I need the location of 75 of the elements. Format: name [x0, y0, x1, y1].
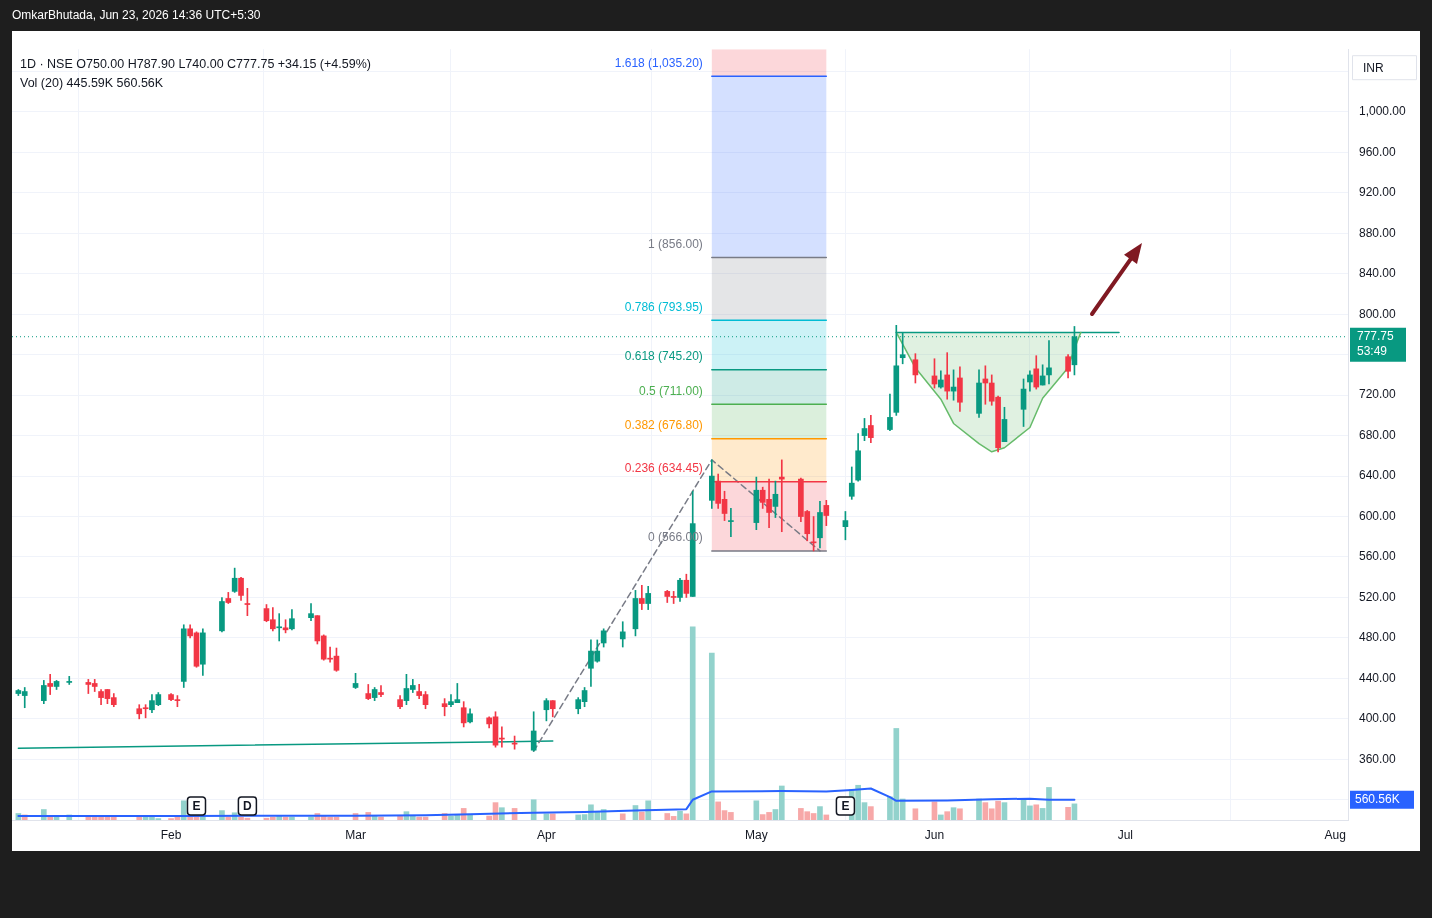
- bar: [944, 811, 951, 820]
- y-tick-label: 880.00: [1359, 225, 1397, 240]
- bar: [467, 814, 473, 820]
- bar: [817, 806, 823, 820]
- bar: [753, 800, 760, 820]
- candlestick: [47, 674, 53, 695]
- x-tick-label: Jul: [1117, 827, 1134, 842]
- bar: [938, 814, 944, 820]
- bar: [397, 815, 403, 820]
- bar: [868, 806, 874, 820]
- candlestick: [728, 508, 734, 538]
- bar: [289, 816, 295, 820]
- y-tick-label: 360.00: [1359, 751, 1397, 766]
- annotation: D: [243, 799, 253, 814]
- y-tick-label: 480.00: [1359, 630, 1397, 645]
- y2-tick-label: 560.56K: [1355, 792, 1400, 807]
- series-label: 0.786 (793.95): [624, 299, 703, 314]
- text: 1D · NSE O750.00 H787.90 L740.00 C777.75 +34.15 (+4.59%): [20, 56, 371, 71]
- bar: [378, 816, 384, 820]
- series-label: 0.236 (634.45): [624, 461, 703, 475]
- x-tick-label: Mar: [345, 827, 366, 842]
- series-label: 1.618 (1,035.20): [614, 55, 703, 70]
- bar: [689, 626, 696, 820]
- y-tick-label: 560.00: [1359, 549, 1397, 564]
- bar: [1065, 807, 1071, 820]
- bar: [677, 810, 683, 820]
- ref-line-label: 777.75 53:49: [1357, 329, 1395, 359]
- series-label: 1 (856.00): [648, 236, 703, 251]
- y-tick-label: 440.00: [1359, 670, 1397, 685]
- y-tick-label: 520.00: [1359, 589, 1397, 604]
- candlestick: [639, 584, 645, 610]
- series-label: 0.382 (676.80): [624, 418, 703, 433]
- candlestick: [378, 685, 384, 697]
- x-tick-label: May: [745, 827, 768, 842]
- y-tick-label: 800.00: [1359, 306, 1397, 321]
- x-tick-label: Jun: [924, 827, 945, 842]
- bar: [136, 816, 143, 820]
- candlestick: [1046, 340, 1052, 385]
- x-tick-label: Feb: [160, 827, 182, 842]
- annotation: E: [192, 799, 201, 814]
- annotation: E: [841, 799, 850, 814]
- bar: [957, 808, 963, 820]
- text: Vol (20) 445.59K 560.56K: [20, 75, 164, 90]
- y-tick-label: 680.00: [1359, 427, 1397, 442]
- y-tick-label: 1,000.00: [1359, 104, 1407, 119]
- bar: [639, 811, 645, 820]
- bar: [912, 808, 919, 820]
- bar: [1001, 802, 1008, 820]
- x-tick-label: Aug: [1324, 827, 1346, 842]
- bar: [950, 807, 957, 820]
- series-label: 0.5 (711.00): [638, 383, 703, 398]
- bar: [645, 800, 652, 820]
- candlestick: [66, 676, 73, 685]
- bar: [549, 813, 556, 820]
- y-tick-label: 960.00: [1359, 144, 1397, 159]
- y-tick-label: 400.00: [1359, 711, 1397, 726]
- y-tick-label: 720.00: [1359, 387, 1397, 402]
- y-tick-label: 840.00: [1359, 266, 1397, 281]
- candlestick: [276, 613, 283, 642]
- series-label: 0.618 (745.20): [624, 348, 703, 363]
- bar: [530, 799, 537, 820]
- bar: [1033, 804, 1040, 820]
- bar: [708, 652, 715, 820]
- y-axis-title: INR: [1363, 60, 1384, 75]
- bar: [823, 814, 830, 820]
- bar: [308, 816, 314, 820]
- bar: [47, 816, 53, 820]
- text: OmkarBhutada, Jun 23, 2026 14:36 UTC+5:30: [12, 8, 261, 22]
- bar: [225, 816, 232, 820]
- y-tick-label: 640.00: [1359, 468, 1397, 483]
- bar: [976, 798, 982, 820]
- bar: [619, 813, 626, 820]
- y-tick-label: 920.00: [1359, 185, 1397, 200]
- x-tick-label: Apr: [537, 827, 556, 842]
- y-tick-label: 600.00: [1359, 508, 1397, 523]
